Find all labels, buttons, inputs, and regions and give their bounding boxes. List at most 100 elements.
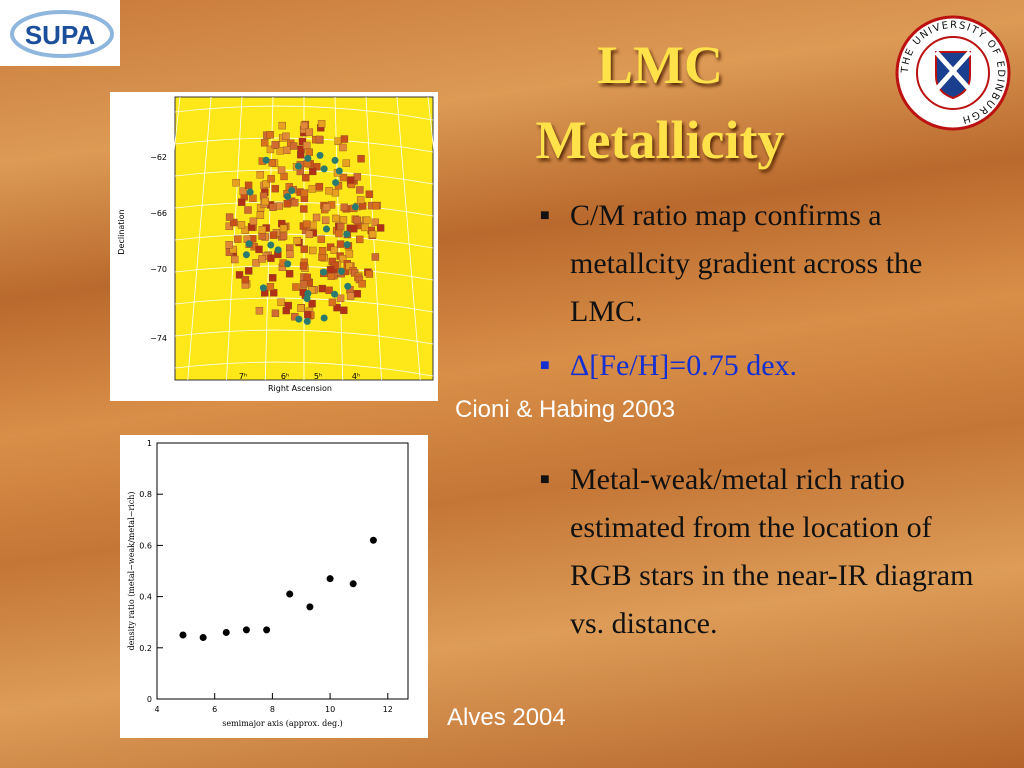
title-line: LMC <box>597 35 723 95</box>
map-cell <box>302 173 310 182</box>
map-cell <box>336 294 345 303</box>
point <box>349 580 357 588</box>
map-cell <box>258 232 266 240</box>
map-dot <box>284 193 292 201</box>
map-cell <box>262 180 270 188</box>
map-dot <box>344 282 352 290</box>
logo-swoosh <box>10 10 114 58</box>
map-cell <box>232 178 240 187</box>
map-dot <box>320 314 328 322</box>
supa-logo: SUPA <box>0 0 120 66</box>
map-cell <box>255 306 264 315</box>
map-x-tick: 6ʰ <box>281 372 289 381</box>
chart-frame <box>120 435 428 738</box>
map-cell <box>261 197 270 206</box>
map-y-tick: −66 <box>150 209 167 218</box>
map-cell <box>271 184 279 193</box>
map-cell <box>244 267 253 275</box>
credit: Cioni & Habing 2003 <box>455 396 676 423</box>
map-blobs <box>225 120 385 325</box>
map-cell <box>266 283 275 291</box>
map-cell <box>225 222 233 230</box>
map-cell <box>356 235 364 244</box>
map-cell <box>356 186 364 194</box>
map-cell <box>313 163 321 171</box>
map-dot <box>262 156 270 164</box>
point <box>242 626 250 634</box>
map-cell <box>291 198 299 207</box>
map-cell <box>325 286 333 295</box>
map-cell <box>255 245 263 254</box>
map-cell <box>371 253 380 261</box>
logo-saltire <box>934 50 972 92</box>
map-cell <box>340 306 348 315</box>
map-y-tick: −74 <box>150 334 167 343</box>
map-cell <box>342 159 351 167</box>
point <box>222 628 230 636</box>
map-cell <box>249 217 258 226</box>
map-dot <box>320 268 328 276</box>
map-dot <box>242 251 250 259</box>
map-cell <box>365 190 374 198</box>
map-cell <box>318 247 327 255</box>
map-cell <box>260 139 269 147</box>
map-cell <box>293 237 301 245</box>
map-cell <box>302 220 311 228</box>
bullet-marker: ■ <box>540 471 550 488</box>
map-cell <box>286 244 294 252</box>
map-cell <box>234 235 242 243</box>
map-cell <box>376 224 385 232</box>
map-cell <box>269 203 277 211</box>
scatter-chart: 0 0.2 0.4 0.6 0.8 1 4 6 8 10 12 semimajor axis (app… <box>120 435 428 738</box>
map-cell <box>353 216 361 224</box>
map-cell <box>269 274 277 282</box>
map-cell <box>244 206 252 214</box>
map-cell <box>331 189 340 197</box>
map-grid-meridian <box>396 96 421 381</box>
map-cell <box>266 131 274 139</box>
map-dot <box>304 154 312 162</box>
map-dot <box>294 162 302 170</box>
map-cell <box>277 166 286 174</box>
map-cell <box>229 245 237 254</box>
map-grid-meridian <box>187 96 212 381</box>
bullet-marker: ■ <box>540 207 550 224</box>
map-cell <box>308 299 316 308</box>
map-cell <box>345 262 354 270</box>
credit: Alves 2004 <box>447 704 566 731</box>
logo-text: SUPA <box>25 20 96 50</box>
map-cell <box>361 223 369 232</box>
x-tick-label: 12 <box>383 705 393 714</box>
map-cell <box>336 240 345 248</box>
map-cell <box>256 211 265 219</box>
map-cell <box>312 213 321 222</box>
map-cell <box>372 202 380 210</box>
point <box>326 575 334 583</box>
map-dot <box>288 186 296 194</box>
map-cell <box>303 273 311 282</box>
map-cell <box>328 298 337 307</box>
map-cell <box>278 121 286 130</box>
map-cell <box>268 159 276 167</box>
map-cell <box>371 218 380 227</box>
map-cell <box>335 229 343 238</box>
map-dot <box>331 290 339 298</box>
map-cell <box>331 261 339 270</box>
y-tick-label: 0.4 <box>139 593 152 602</box>
map-cell <box>357 155 365 163</box>
map-cell <box>333 303 341 312</box>
map-cell <box>315 182 324 191</box>
map-dot <box>295 315 303 323</box>
map-cell <box>267 175 275 183</box>
y-tick-label: 0.2 <box>139 644 152 653</box>
map-cell <box>350 225 358 233</box>
map-cell <box>298 137 307 146</box>
map-dot <box>284 260 292 268</box>
map-cell <box>303 141 311 150</box>
y-tick-label: 1 <box>147 439 152 448</box>
map-cell <box>346 292 355 300</box>
map-cell <box>353 290 362 298</box>
bullet-text: Δ[Fe/H]=0.75 dex. <box>570 349 798 382</box>
cm-map-figure: −62 −66 −70 −74 7ʰ 6ʰ 5ʰ 4ʰ Right Ascens… <box>110 92 438 401</box>
map-cell <box>308 167 317 176</box>
